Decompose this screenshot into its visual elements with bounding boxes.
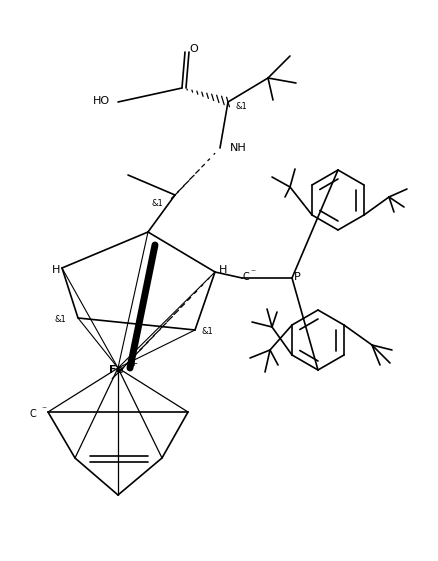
Text: &1: &1 bbox=[54, 315, 66, 324]
Text: NH: NH bbox=[230, 143, 247, 153]
Text: 2+: 2+ bbox=[126, 360, 138, 369]
Text: C: C bbox=[243, 272, 249, 282]
Text: HO: HO bbox=[93, 96, 110, 106]
Text: Fe: Fe bbox=[109, 365, 123, 375]
Text: H: H bbox=[52, 265, 60, 275]
Text: &1: &1 bbox=[151, 199, 163, 208]
Text: &1: &1 bbox=[201, 328, 213, 337]
Text: ⁻: ⁻ bbox=[42, 405, 46, 415]
Text: C: C bbox=[29, 409, 36, 419]
Text: P: P bbox=[293, 272, 300, 282]
Text: ⁻: ⁻ bbox=[251, 268, 255, 278]
Text: &1: &1 bbox=[236, 102, 248, 111]
Text: H: H bbox=[219, 265, 227, 275]
Text: O: O bbox=[190, 44, 198, 54]
